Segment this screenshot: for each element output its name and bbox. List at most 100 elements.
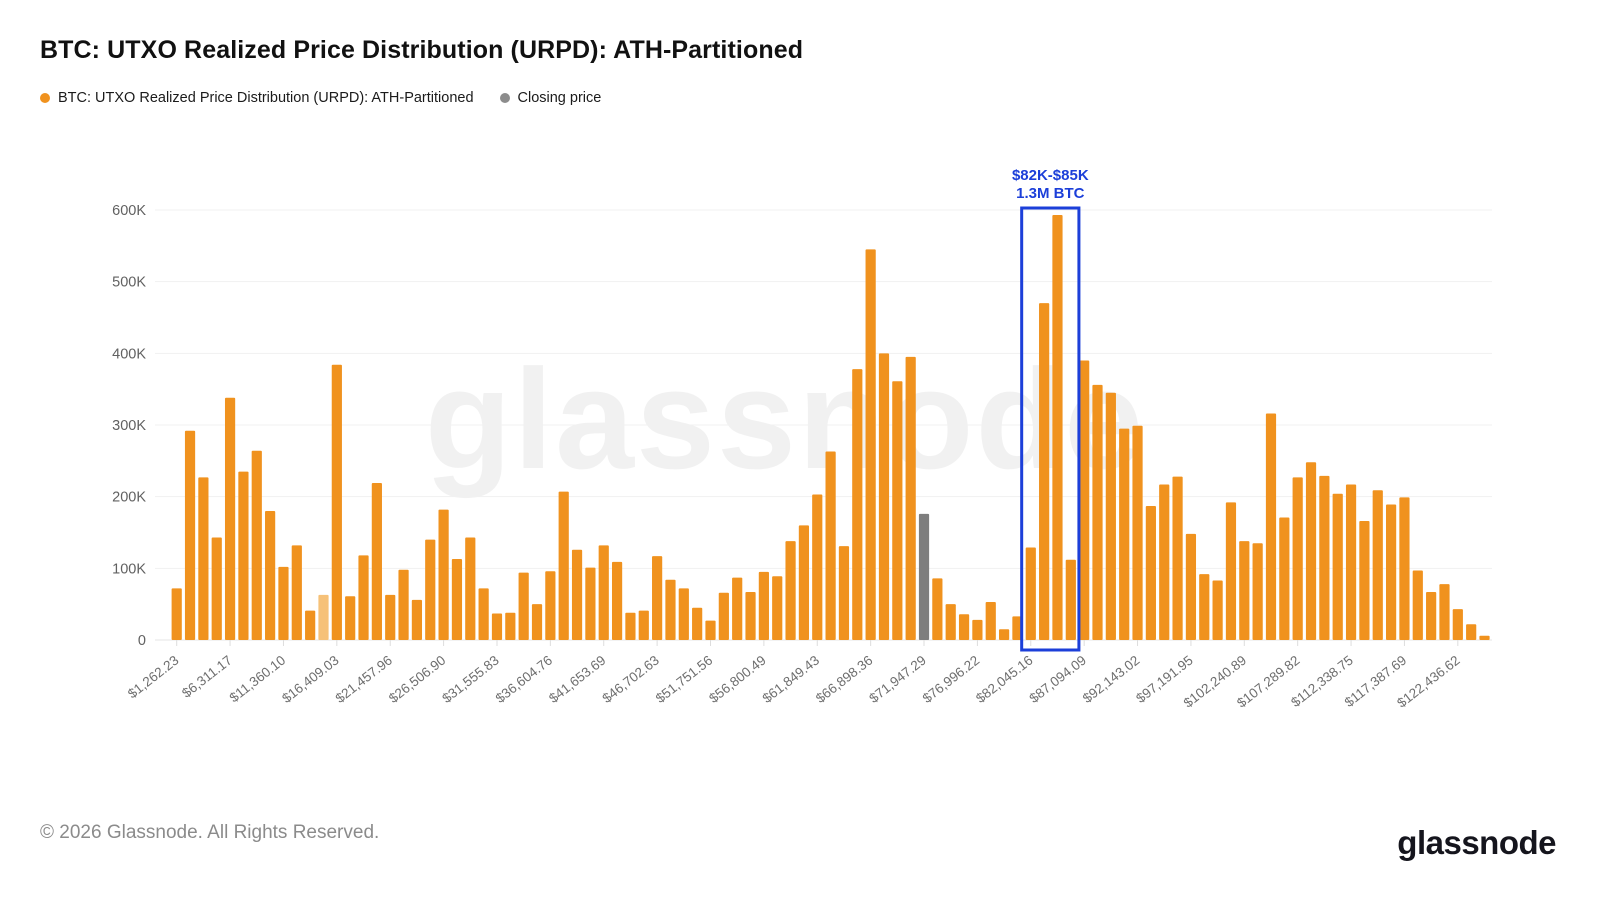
urpd-bar[interactable] xyxy=(1372,490,1383,640)
urpd-bar[interactable] xyxy=(438,509,449,640)
urpd-bar[interactable] xyxy=(171,588,182,640)
urpd-bar[interactable] xyxy=(798,525,810,640)
urpd-bar[interactable] xyxy=(1319,475,1330,640)
urpd-bar[interactable] xyxy=(531,604,543,640)
urpd-bar[interactable] xyxy=(331,364,342,640)
urpd-bar[interactable] xyxy=(465,537,476,640)
urpd-bar[interactable] xyxy=(305,610,316,640)
closing-price-bar[interactable] xyxy=(918,513,930,640)
urpd-bar[interactable] xyxy=(1385,504,1397,640)
urpd-bar[interactable] xyxy=(812,494,823,640)
legend-item-urpd[interactable]: BTC: UTXO Realized Price Distribution (U… xyxy=(40,90,474,106)
urpd-bar[interactable] xyxy=(224,397,236,640)
urpd-bar[interactable] xyxy=(251,450,262,640)
urpd-bar[interactable] xyxy=(1412,570,1423,640)
urpd-bar[interactable] xyxy=(652,556,663,640)
urpd-bar[interactable] xyxy=(1079,360,1090,641)
urpd-bar[interactable] xyxy=(1132,425,1143,640)
urpd-bar[interactable] xyxy=(345,596,356,640)
legend-item-closing-price[interactable]: Closing price xyxy=(499,90,601,106)
urpd-bar[interactable] xyxy=(878,353,890,640)
urpd-bar[interactable] xyxy=(611,561,623,640)
urpd-bar[interactable] xyxy=(1212,580,1223,640)
urpd-bar[interactable] xyxy=(385,594,396,640)
urpd-bar[interactable] xyxy=(371,483,382,640)
urpd-bar[interactable] xyxy=(838,546,850,640)
urpd-bar[interactable] xyxy=(1239,541,1250,640)
urpd-bar[interactable] xyxy=(1252,543,1263,640)
urpd-bar[interactable] xyxy=(1279,517,1290,640)
urpd-bar[interactable] xyxy=(425,539,436,640)
urpd-bar[interactable] xyxy=(558,491,569,640)
urpd-bar[interactable] xyxy=(1105,392,1116,640)
urpd-bar[interactable] xyxy=(785,541,796,640)
urpd-bar[interactable] xyxy=(291,545,302,640)
urpd-bar[interactable] xyxy=(585,567,596,640)
urpd-bar[interactable] xyxy=(451,559,463,640)
urpd-bar[interactable] xyxy=(1145,505,1156,640)
urpd-bar[interactable] xyxy=(1052,215,1063,640)
urpd-bar[interactable] xyxy=(265,511,276,640)
urpd-bar[interactable] xyxy=(665,579,676,640)
urpd-bar[interactable] xyxy=(932,578,943,640)
urpd-bar-faded[interactable] xyxy=(318,594,329,640)
urpd-bar[interactable] xyxy=(1119,428,1130,640)
urpd-bar[interactable] xyxy=(758,571,769,640)
urpd-bar[interactable] xyxy=(705,620,716,640)
urpd-bar[interactable] xyxy=(892,381,903,640)
urpd-bar[interactable] xyxy=(1092,384,1103,640)
urpd-bar[interactable] xyxy=(692,607,703,640)
urpd-bar[interactable] xyxy=(772,576,783,640)
urpd-bar[interactable] xyxy=(945,604,956,640)
urpd-bar[interactable] xyxy=(278,566,289,640)
urpd-bar[interactable] xyxy=(852,369,863,640)
urpd-bar[interactable] xyxy=(505,612,516,640)
urpd-bar[interactable] xyxy=(905,356,916,640)
urpd-bar[interactable] xyxy=(1426,591,1437,640)
urpd-bar[interactable] xyxy=(478,588,489,640)
urpd-bar[interactable] xyxy=(358,555,369,640)
urpd-bar[interactable] xyxy=(1332,493,1343,640)
urpd-bar[interactable] xyxy=(1039,303,1050,640)
urpd-bar[interactable] xyxy=(865,249,876,640)
urpd-bar[interactable] xyxy=(1172,476,1183,640)
urpd-bar[interactable] xyxy=(1439,584,1450,640)
urpd-bar[interactable] xyxy=(1025,547,1036,640)
urpd-bar[interactable] xyxy=(571,549,583,640)
urpd-bar[interactable] xyxy=(598,545,609,640)
urpd-bar[interactable] xyxy=(1199,574,1210,640)
urpd-bar[interactable] xyxy=(1359,521,1370,640)
urpd-bar[interactable] xyxy=(1225,502,1237,640)
urpd-bar[interactable] xyxy=(1012,616,1023,640)
urpd-bar[interactable] xyxy=(398,569,409,640)
urpd-bar[interactable] xyxy=(638,610,649,640)
urpd-bar[interactable] xyxy=(718,592,729,640)
urpd-bar[interactable] xyxy=(678,588,689,640)
urpd-bar[interactable] xyxy=(1265,413,1277,640)
urpd-bar[interactable] xyxy=(211,537,222,640)
urpd-bar[interactable] xyxy=(238,471,249,640)
urpd-bar[interactable] xyxy=(958,614,970,640)
urpd-bar[interactable] xyxy=(1452,609,1463,640)
urpd-bar[interactable] xyxy=(1399,497,1410,640)
urpd-bar[interactable] xyxy=(1185,533,1197,640)
urpd-bar[interactable] xyxy=(745,591,756,640)
urpd-bar[interactable] xyxy=(1345,484,1357,640)
urpd-bar[interactable] xyxy=(825,451,836,640)
urpd-bar[interactable] xyxy=(985,602,996,640)
urpd-bar[interactable] xyxy=(518,572,529,640)
urpd-bar[interactable] xyxy=(491,613,503,640)
urpd-bar[interactable] xyxy=(732,577,743,640)
urpd-bar[interactable] xyxy=(625,612,636,640)
urpd-bar[interactable] xyxy=(545,571,556,640)
urpd-bar[interactable] xyxy=(1065,559,1076,640)
urpd-bar[interactable] xyxy=(184,430,196,640)
urpd-bar[interactable] xyxy=(1292,477,1303,640)
urpd-bar[interactable] xyxy=(972,619,983,640)
urpd-bar[interactable] xyxy=(1479,635,1490,640)
urpd-bar[interactable] xyxy=(198,477,209,640)
urpd-bar[interactable] xyxy=(1466,624,1477,640)
urpd-bar[interactable] xyxy=(998,629,1010,640)
urpd-bar[interactable] xyxy=(1159,484,1170,640)
urpd-bar[interactable] xyxy=(1305,462,1317,640)
